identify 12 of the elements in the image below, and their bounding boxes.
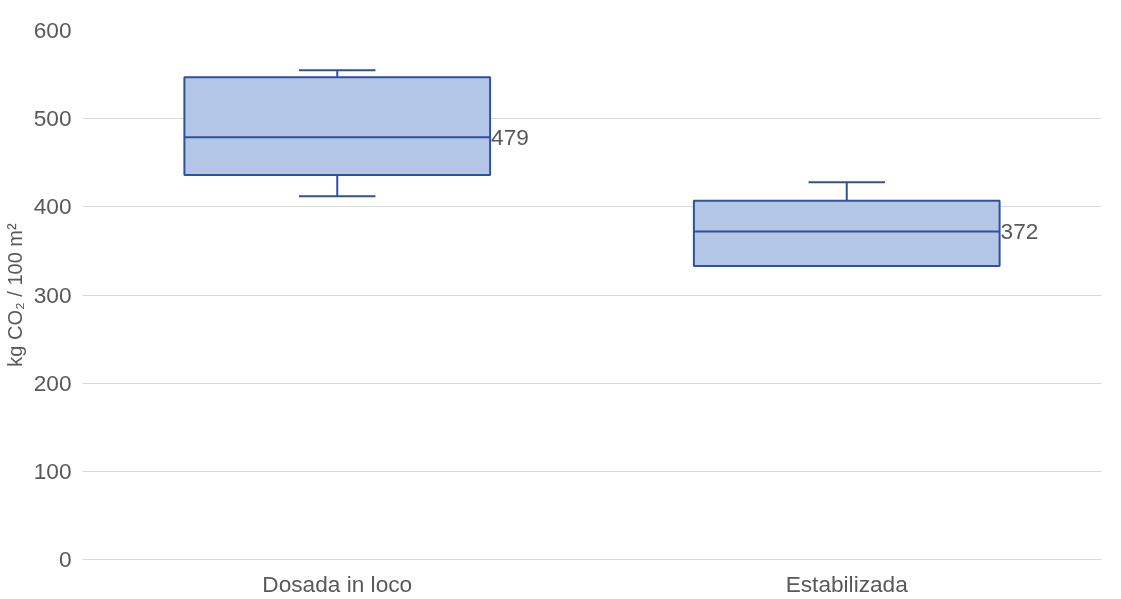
x-tick-label: Dosada in loco: [262, 570, 413, 597]
y-tick-label: 600: [33, 17, 72, 43]
x-tick-label: Estabilizada: [785, 570, 909, 597]
y-tick-label: 500: [33, 105, 72, 132]
annotation: 372: [1000, 218, 1039, 245]
y-tick-label: 300: [33, 281, 72, 308]
y-tick-label: 200: [33, 369, 72, 396]
y-tick-label: 0: [58, 546, 72, 572]
y-axis-title: kg CO₂ / 100 m²: [3, 222, 26, 367]
annotation: 479: [491, 123, 529, 150]
y-tick-label: 100: [33, 457, 72, 484]
y-tick-label: 400: [33, 193, 72, 220]
